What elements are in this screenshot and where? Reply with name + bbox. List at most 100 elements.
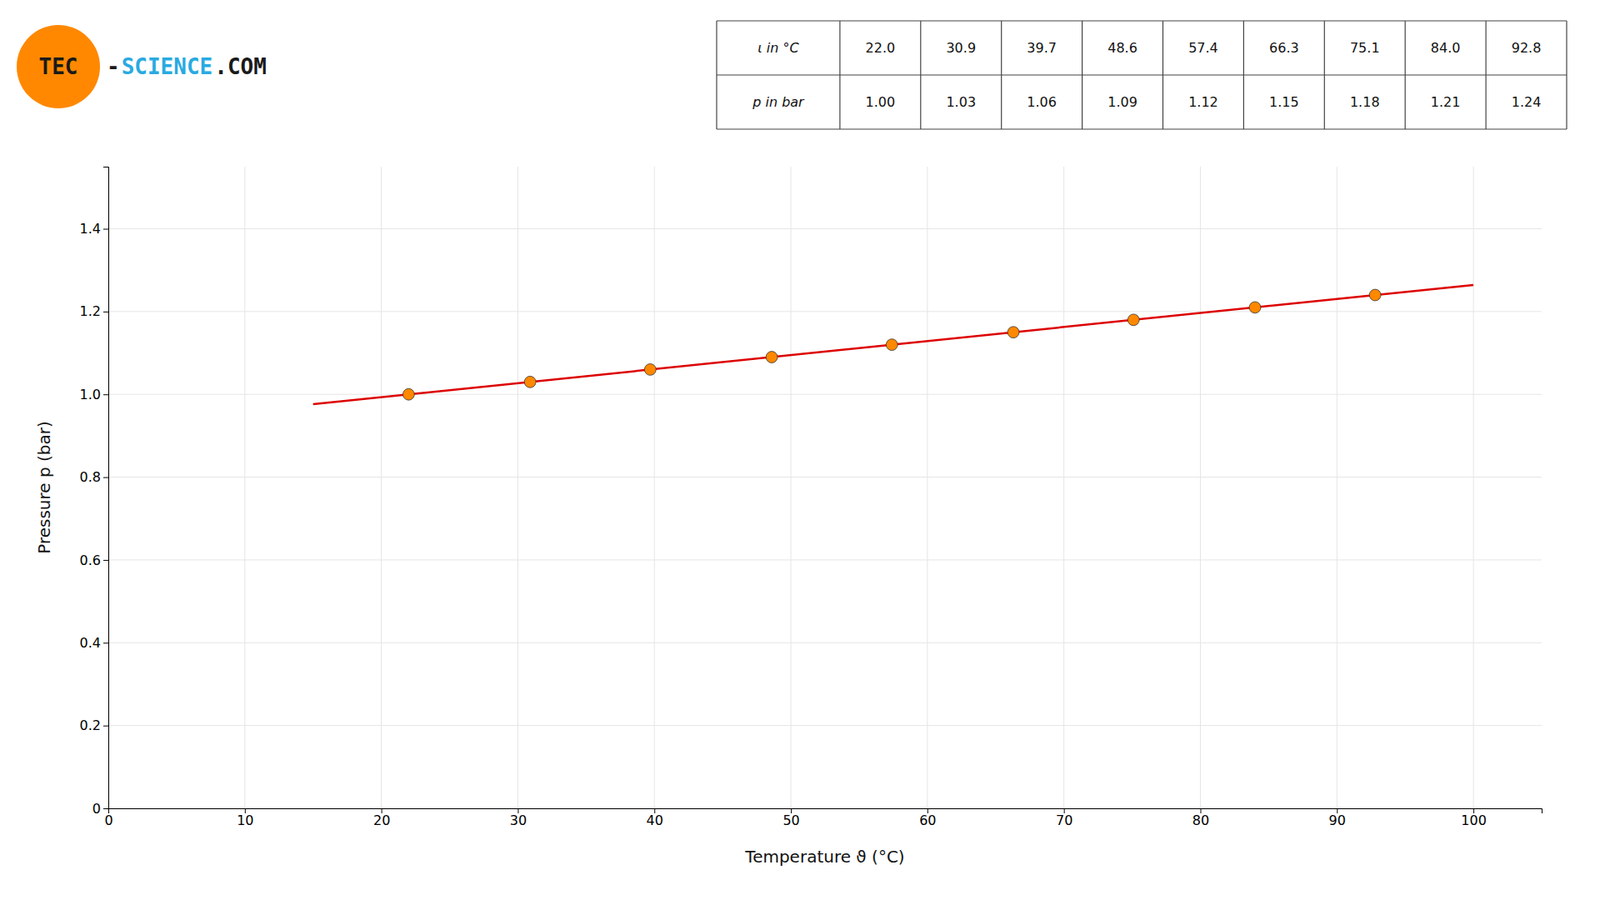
point (524, 375, 536, 388)
tick-label: 70 (1055, 812, 1073, 829)
tick: 10 (236, 808, 254, 829)
y-axis: 0 0.2 0.4 0.6 0.8 1.0 1.2 1.4 (80, 167, 110, 817)
tick: 30 (510, 808, 527, 829)
grid-line (108, 394, 1542, 395)
tick-mark (103, 808, 109, 810)
grid-line (517, 166, 519, 809)
table-cell: 1.15 (1269, 94, 1300, 110)
table-cell: 66.3 (1269, 40, 1300, 56)
grid-line (108, 228, 1542, 230)
table-cell: 1.06 (1026, 94, 1057, 110)
tick-label: 90 (1329, 812, 1346, 829)
grid-line (108, 642, 1542, 644)
point (1249, 301, 1261, 314)
table-rule (1162, 20, 1164, 130)
table-cell: 1.03 (945, 94, 976, 110)
tick-label: 0 (104, 812, 113, 829)
table-cell: 1.00 (865, 94, 896, 110)
tick-label: 80 (1192, 812, 1210, 829)
table-cell: 92.8 (1511, 40, 1542, 56)
tick-mark (103, 560, 109, 561)
grid (108, 166, 1542, 809)
tick-label: 100 (1460, 812, 1487, 829)
y-axis-title: Pressure p (bar) (34, 420, 55, 555)
logo-text: .COM (214, 54, 267, 80)
point (1127, 314, 1140, 326)
tick: 70 (1055, 808, 1073, 829)
tick-label: 60 (919, 812, 936, 829)
grid-line (1063, 166, 1065, 809)
logo-badge (16, 25, 100, 109)
point (765, 351, 778, 364)
table-rule (1405, 20, 1406, 130)
table: ι in °C22.030.939.748.657.466.375.184.09… (716, 20, 1567, 130)
grid-line (108, 476, 1542, 478)
tick-label: 0 (92, 800, 101, 817)
fit-line (313, 285, 1474, 405)
grid-line (654, 166, 655, 809)
tick: 0.2 (80, 717, 109, 734)
tick-label: 0.2 (80, 717, 101, 734)
grid-line (108, 725, 1542, 726)
table-row-label: ι in °C (757, 40, 800, 56)
tick-label: 1.2 (80, 303, 101, 320)
tick: 80 (1192, 808, 1210, 829)
table-rule (1081, 20, 1083, 130)
grid-line (1336, 166, 1338, 809)
grid-line (790, 166, 792, 809)
axis-line (109, 809, 1543, 815)
table-cell: 1.18 (1350, 94, 1380, 110)
table-rule (715, 20, 717, 130)
grid-line (108, 559, 1542, 560)
tick: 60 (919, 808, 936, 829)
tick: 1.4 (80, 220, 109, 237)
table-rule (716, 20, 1567, 21)
marks (313, 285, 1474, 405)
point (1369, 289, 1381, 301)
tick-label: 0.6 (80, 552, 101, 569)
tick-label: 10 (236, 812, 254, 829)
logo-text: TEC (39, 54, 79, 80)
tick-label: 50 (782, 812, 800, 829)
tick-label: 1.4 (80, 220, 101, 237)
grid-line (926, 166, 928, 809)
tick-label: 30 (510, 812, 527, 829)
tick: 40 (646, 808, 664, 829)
table-rule (716, 74, 1567, 75)
tick: 0.8 (80, 469, 109, 485)
table-cell: 84.0 (1430, 40, 1461, 56)
tick-mark (103, 394, 109, 395)
table-cell: 1.12 (1188, 94, 1219, 110)
table-cell: 22.0 (865, 40, 896, 56)
table-cell: 1.09 (1107, 94, 1138, 110)
logo-text: SCIENCE (121, 54, 214, 80)
table-cell: 39.7 (1026, 40, 1057, 56)
tick: 90 (1329, 808, 1346, 829)
logo-text: - (106, 54, 120, 80)
tick: 0 (104, 808, 113, 829)
tick: 0.4 (80, 635, 109, 651)
tick-mark (103, 725, 109, 727)
table-cell: 48.6 (1107, 40, 1138, 56)
tick-mark (103, 477, 109, 479)
tick-label: 40 (646, 812, 664, 829)
point (1007, 326, 1020, 339)
tick: 20 (373, 808, 390, 829)
tick-label: 0.4 (80, 635, 101, 651)
table-rule (1565, 20, 1567, 130)
tick: 1.0 (80, 386, 109, 403)
table-rule (1243, 20, 1245, 130)
logo: TEC -SCIENCE.COM (16, 25, 267, 109)
point (644, 364, 656, 376)
table-row-label: p in bar (751, 94, 805, 110)
grid-line (1200, 166, 1201, 809)
table-cell: 1.21 (1430, 94, 1461, 110)
grid-line (108, 310, 1542, 312)
tick-mark (103, 311, 109, 313)
grid-line (380, 166, 382, 809)
tick-mark (103, 642, 109, 644)
table-cell: 75.1 (1350, 40, 1380, 56)
table-rule (920, 20, 921, 130)
point (402, 388, 415, 400)
tick: 0 (92, 800, 109, 817)
